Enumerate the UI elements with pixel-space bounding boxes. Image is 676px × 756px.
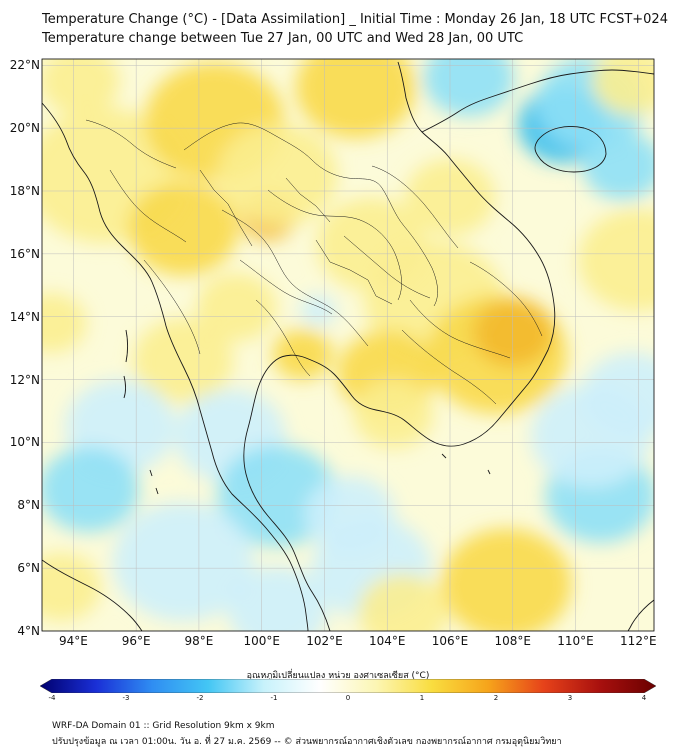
latitude-label: 10°N	[9, 435, 40, 450]
latitude-label: 4°N	[17, 624, 40, 638]
field-blob	[227, 566, 328, 631]
latitude-label: 14°N	[9, 309, 40, 324]
field-blob	[113, 502, 254, 622]
field-blob	[196, 273, 277, 342]
longitude-label: 110°E	[557, 634, 594, 648]
model-info: WRF-DA Domain 01 :: Grid Resolution 9km …	[52, 721, 275, 731]
colorbar-tick: -1	[270, 694, 278, 702]
longitude-label: 108°E	[494, 634, 532, 648]
chart-subtitle: Temperature change between Tue 27 Jan, 0…	[42, 31, 524, 46]
field-blob	[42, 59, 120, 115]
graticule	[42, 59, 654, 631]
colorbar-tick: -4	[48, 694, 56, 702]
field-blob	[300, 295, 337, 326]
field-blob	[295, 59, 416, 139]
colorbar-tick: 3	[567, 694, 573, 702]
field-blob	[582, 131, 654, 200]
field-blob	[441, 528, 572, 631]
colorbar-tick: 1	[419, 694, 425, 702]
field-blob	[42, 553, 101, 621]
longitude-label: 102°E	[306, 634, 343, 648]
map-frame	[41, 58, 655, 632]
field-blob	[423, 59, 514, 117]
field-blob	[357, 573, 448, 631]
longitude-label: 100°E	[243, 634, 280, 648]
colorbar-tick: 4	[641, 694, 647, 702]
field-blob	[272, 328, 333, 380]
field-blob	[217, 124, 338, 227]
field-blob	[42, 447, 140, 533]
coastlines	[42, 61, 654, 631]
chart-title: Temperature Change (°C) - [Data Assimila…	[42, 12, 668, 27]
colorbar-tick: 2	[493, 694, 499, 702]
longitude-label: 104°E	[368, 634, 406, 648]
latitude-label: 6°N	[17, 561, 40, 576]
latitude-label: 12°N	[9, 372, 40, 387]
field-blob	[578, 209, 654, 312]
colorbar	[40, 679, 656, 693]
credit-line: ปรับปรุงข้อมูล ณ เวลา 01:00น. วัน อ. ที่…	[52, 737, 562, 747]
temperature-field	[42, 59, 654, 631]
field-blob	[128, 181, 239, 276]
field-blob	[592, 59, 654, 115]
latitude-label: 16°N	[9, 246, 40, 261]
colorbar-title: อุณหภูมิเปลี่ยนแปลง หน่วย องศาเซลเซียส (…	[246, 671, 430, 681]
colorbar-tick: -3	[122, 694, 130, 702]
latitude-label: 22°N	[9, 58, 40, 73]
province-borders	[85, 119, 543, 405]
latitude-label: 8°N	[17, 498, 40, 513]
longitude-label: 96°E	[121, 634, 151, 648]
field-blob	[42, 293, 87, 353]
colorbar-tick: 0	[345, 694, 351, 702]
longitude-label: 94°E	[58, 634, 88, 648]
longitude-label: 106°E	[431, 634, 469, 648]
field-blob	[133, 318, 234, 404]
longitude-label: 112°E	[620, 634, 657, 648]
field-blob	[531, 385, 652, 488]
latitude-label: 20°N	[9, 121, 40, 136]
latitude-label: 18°N	[9, 184, 40, 198]
colorbar-tick: -2	[196, 694, 204, 702]
longitude-label: 98°E	[184, 634, 214, 648]
